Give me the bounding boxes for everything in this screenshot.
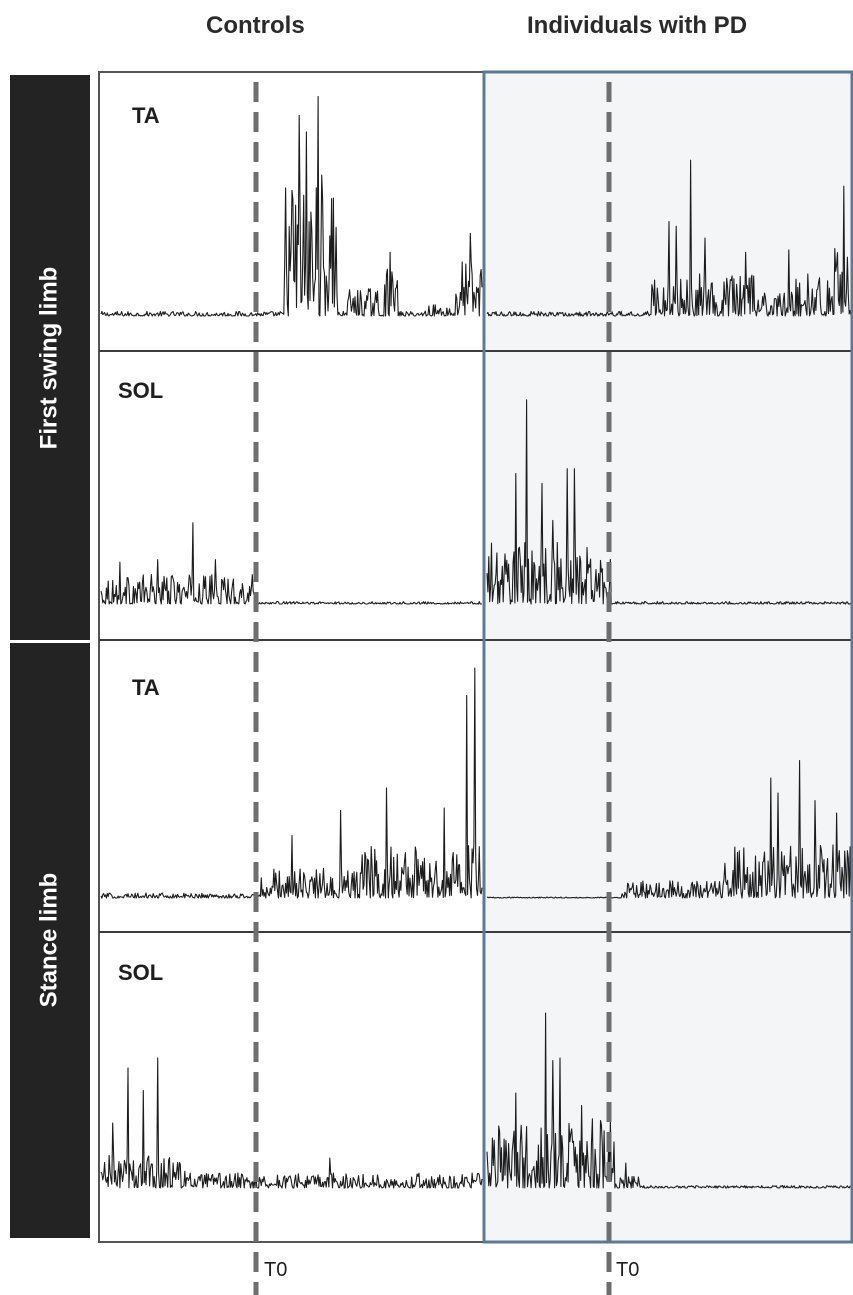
stance-label: Stance limb (35, 873, 62, 1008)
t0-label-controls: T0 (264, 1259, 287, 1281)
pd-header: Individuals with PD (527, 12, 748, 39)
emg-trace-sol-stance-controls (100, 1057, 483, 1189)
pd-panel-border (482, 70, 853, 1244)
emg-trace-sol-stance-pd (486, 1012, 852, 1189)
stance-bar (10, 643, 90, 1238)
first-swing-bar (10, 75, 90, 640)
ta-label-swing: TA (132, 103, 160, 128)
emg-trace-ta-swing-pd (486, 159, 852, 317)
emg-trace-ta-swing-controls (100, 95, 483, 317)
emg-trace-sol-swing-controls (100, 522, 482, 605)
emg-trace-sol-swing-pd (486, 399, 852, 605)
t0-label-pd: T0 (616, 1259, 639, 1281)
sol-label-stance: SOL (118, 960, 163, 985)
ta-label-stance: TA (132, 675, 160, 700)
first-swing-label: First swing limb (35, 267, 62, 450)
sol-label-swing: SOL (118, 378, 163, 403)
controls-header: Controls (206, 12, 305, 39)
emg-trace-ta-stance-pd (486, 759, 852, 899)
emg-trace-ta-stance-controls (100, 667, 483, 899)
